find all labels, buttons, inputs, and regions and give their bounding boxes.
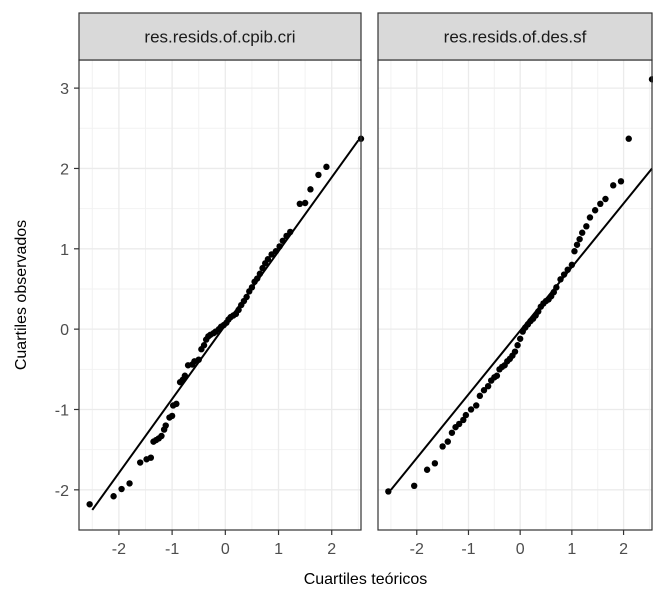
data-point (195, 356, 202, 363)
data-point (516, 335, 524, 342)
x-tick-label: 2 (327, 541, 336, 558)
data-point (625, 135, 632, 142)
x-tick-label: 0 (516, 541, 525, 558)
data-point (118, 485, 125, 493)
data-point (602, 195, 609, 203)
x-tick-label: 1 (274, 541, 283, 558)
data-point (431, 460, 439, 467)
data-point (586, 214, 594, 221)
data-point (301, 199, 309, 207)
data-point (279, 237, 286, 244)
data-point (283, 232, 290, 240)
facet-title: res.resids.of.cpib.cri (144, 28, 295, 47)
data-point (448, 429, 456, 436)
data-point (315, 171, 322, 179)
data-point (168, 412, 176, 420)
data-point (511, 348, 519, 355)
facet-strip (377, 12, 653, 61)
data-point (423, 466, 431, 473)
data-point (583, 223, 590, 230)
panel-background (79, 60, 361, 530)
data-point (200, 342, 208, 349)
data-point (579, 229, 586, 236)
data-point (248, 284, 256, 291)
facet-strip (78, 12, 362, 61)
data-point (254, 275, 261, 282)
y-tick-label: 0 (60, 322, 69, 339)
data-point (235, 306, 242, 314)
data-point (147, 454, 155, 461)
y-tick-label: 3 (60, 81, 69, 98)
data-point (473, 402, 480, 409)
y-tick-label: -1 (55, 402, 69, 419)
x-tick-label: 0 (221, 541, 230, 558)
data-point (576, 235, 583, 243)
y-tick-label: 1 (60, 242, 69, 259)
x-tick-label: 2 (619, 541, 628, 558)
data-point (287, 228, 294, 236)
data-point (484, 382, 492, 390)
data-point (617, 178, 625, 185)
data-point (158, 432, 165, 440)
data-point (162, 422, 169, 429)
data-point (126, 480, 133, 487)
data-point (439, 443, 446, 450)
y-axis-title: Cuartiles observados (13, 220, 30, 370)
y-tick-label: 2 (60, 161, 69, 178)
data-point (467, 406, 475, 413)
data-point (560, 271, 568, 278)
data-point (460, 416, 467, 424)
data-point (276, 243, 283, 250)
data-point (243, 293, 250, 301)
x-axis-title: Cuartiles teóricos (304, 571, 428, 588)
data-point (444, 438, 451, 445)
data-point (455, 420, 463, 428)
data-point (476, 392, 484, 400)
x-tick-label: -2 (112, 541, 126, 558)
x-tick-label: -1 (461, 541, 475, 558)
x-tick-label: -1 (165, 541, 179, 558)
data-point (323, 163, 330, 171)
data-point (571, 248, 578, 255)
y-tick-label: -2 (55, 483, 69, 500)
data-point (557, 276, 564, 283)
data-point (535, 308, 542, 315)
data-point (256, 270, 264, 277)
data-point (264, 256, 272, 263)
facet-title: res.resids.of.des.sf (444, 28, 587, 47)
data-point (514, 342, 521, 349)
data-point (307, 186, 314, 193)
data-point (181, 372, 189, 379)
data-point (136, 459, 144, 466)
data-point (553, 284, 560, 291)
data-point (462, 411, 470, 419)
x-tick-label: -2 (410, 541, 424, 558)
data-point (550, 288, 557, 296)
data-point (272, 248, 280, 255)
data-point (493, 372, 501, 379)
data-point (568, 261, 576, 269)
data-point (410, 482, 418, 490)
panel-background (378, 60, 652, 530)
data-point (591, 207, 599, 214)
data-point (385, 488, 392, 495)
data-point (110, 493, 117, 500)
data-point (86, 501, 93, 508)
data-point (259, 264, 266, 272)
data-point (573, 241, 581, 248)
data-point (610, 182, 617, 189)
x-tick-label: 1 (567, 541, 576, 558)
data-point (173, 400, 180, 408)
data-point (296, 200, 304, 208)
data-point (597, 200, 604, 208)
data-point (480, 387, 488, 394)
data-point (564, 266, 571, 273)
